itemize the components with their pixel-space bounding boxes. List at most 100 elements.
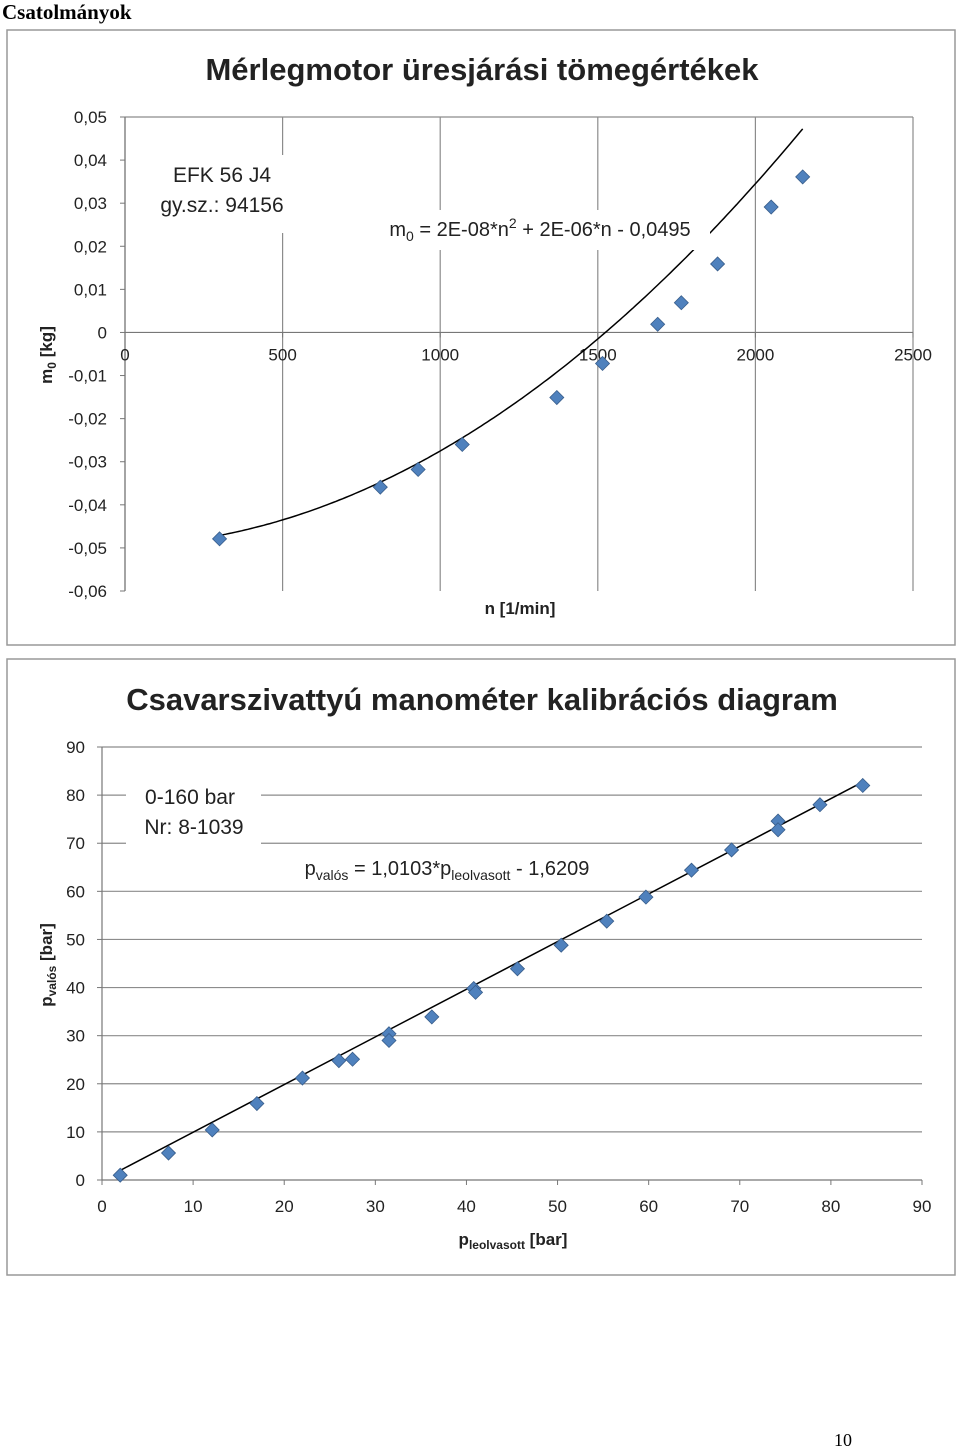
data-point [204,1122,220,1138]
y-tick-label: 0,03 [74,194,107,213]
x-tick-label: 1500 [579,345,617,364]
data-points [211,169,811,547]
data-point [594,355,611,372]
axes [97,746,923,1185]
chart-title: Mérlegmotor üresjárási tömegértékek [205,52,759,87]
chart-manometer-calibration: Csavarszivattyú manométer kalibrációs di… [6,658,956,1276]
chart-frame [6,658,956,1276]
data-point [331,1053,347,1069]
x-tick-label: 2500 [894,345,932,364]
y-tick-label: 0,05 [74,108,107,127]
data-point [467,984,484,1000]
data-point [599,913,615,929]
data-point [650,316,666,332]
data-point [638,889,654,905]
data-point [294,1070,311,1086]
data-point [344,1051,361,1067]
x-axis-label: pleolvasott [bar] [459,1230,568,1252]
data-point [710,256,726,272]
axes [120,116,914,592]
y-tick-label: -0,06 [68,582,107,601]
equation-box [365,210,710,250]
annotation-line-1: 0-160 bar [145,786,235,809]
y-tick-label: 10 [66,1123,85,1142]
x-tick-label: 60 [639,1197,658,1216]
data-point [410,461,426,478]
data-point [724,842,740,858]
data-point [763,199,779,215]
y-tick-label: 30 [66,1027,85,1046]
data-point [553,937,569,953]
x-tick-label: 0 [120,345,129,364]
y-tick-label: 90 [66,738,85,757]
y-tick-label: 60 [66,882,85,901]
y-tick-label: -0,04 [68,496,107,515]
x-tick-label: 20 [275,1197,294,1216]
chart-motor-mass: Mérlegmotor üresjárási tömegértékek 0,05… [6,29,956,646]
annotation-line-2: Nr: 8-1039 [144,816,243,839]
x-tick-label: 10 [184,1197,203,1216]
data-point [549,389,565,406]
data-point [683,862,700,878]
chart-title: Csavarszivattyú manométer kalibrációs di… [126,682,838,717]
y-tick-label: 20 [66,1075,85,1094]
y-tick-label: 80 [66,786,85,805]
y-tick-label: 50 [66,930,85,949]
data-point [160,1145,177,1161]
x-axis-label: n [1/min] [485,599,556,618]
y-tick-label: 0,02 [74,237,107,256]
y-tick-labels: 0,05 0,04 0,03 0,02 0,01 0 -0,01 -0,02 -0,03 -0,0… [68,108,107,601]
x-tick-label: 80 [821,1197,840,1216]
data-point [509,961,526,977]
x-tick-label: 40 [457,1197,476,1216]
annotation-box [126,777,261,847]
trendline-equation: m0 = 2E-08*n2 + 2E-06*n - 0,0495 [389,215,690,244]
y-tick-label: 0 [76,1171,85,1190]
data-point [812,797,828,813]
page-number: 10 [834,1430,852,1450]
data-points [112,777,871,1183]
data-point [372,479,388,495]
y-axis-label: m0 [kg] [37,326,59,384]
y-tick-label: 70 [66,834,85,853]
y-tick-labels: 90 80 70 60 50 40 30 20 10 0 [66,738,85,1190]
data-point [381,1032,397,1049]
data-point [454,436,470,453]
y-axis-label: pvalós [bar] [37,923,59,1007]
annotation-box [150,155,295,233]
gridlines [102,746,922,1133]
data-point [112,1167,128,1183]
data-point [795,169,811,185]
x-tick-label: 500 [268,345,296,364]
annotation-line-1: EFK 56 J4 [173,164,271,187]
equation-box [282,847,612,887]
trendline-equation: pvalós = 1,0103*pleolvasott - 1,6209 [305,858,590,883]
chart-frame [6,29,956,646]
data-point [770,822,786,838]
annotation-line-2: gy.sz.: 94156 [160,194,283,217]
x-tick-labels: 0 500 1000 1500 2000 2500 [120,345,932,364]
data-point [211,531,228,547]
data-point [249,1095,265,1112]
page-heading: Csatolmányok [2,0,132,24]
y-tick-label: 40 [66,979,85,998]
data-point [424,1009,440,1025]
y-tick-label: 0,04 [74,151,107,170]
y-tick-label: 0,01 [74,280,107,299]
x-tick-label: 30 [366,1197,385,1216]
x-tick-label: 0 [97,1197,106,1216]
y-tick-label: -0,01 [68,367,107,386]
x-tick-label: 70 [730,1197,749,1216]
data-point [673,295,689,311]
y-tick-label: 0 [98,323,107,342]
x-tick-label: 1000 [421,345,459,364]
data-point [855,777,871,794]
y-tick-label: -0,02 [68,410,107,429]
x-tick-label: 90 [913,1197,932,1216]
x-tick-label: 2000 [736,345,774,364]
x-tick-label: 50 [548,1197,567,1216]
y-tick-label: -0,05 [68,539,107,558]
y-tick-label: -0,03 [68,453,107,472]
x-tick-labels: 0 10 20 30 40 50 60 70 80 90 [97,1197,931,1216]
trendline [119,781,864,1172]
